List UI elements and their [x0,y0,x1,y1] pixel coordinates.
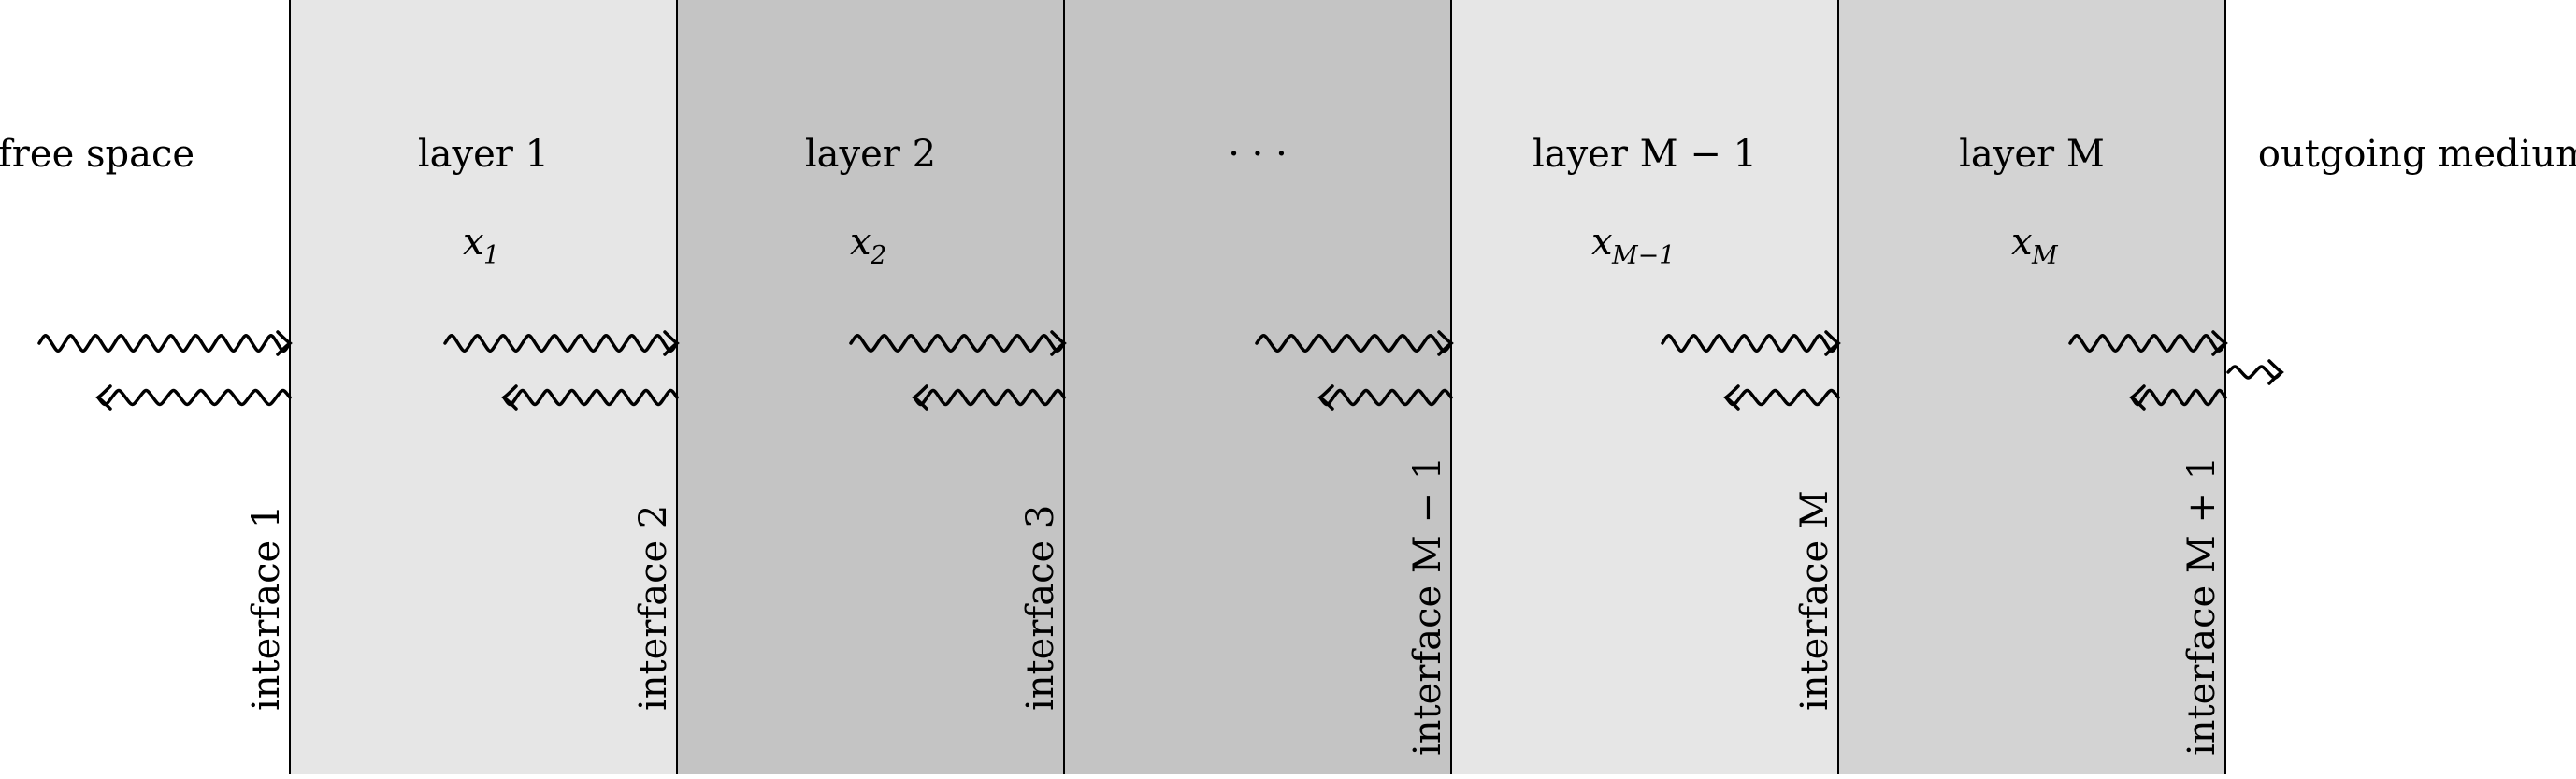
layer-variable: x [1591,221,1613,264]
wave-arrow-body [849,334,1066,353]
layer-label: layer M [1959,133,2105,176]
wave-arrow-head [1723,384,1740,411]
layer-variable-subscript: 1 [483,241,499,270]
layer-variable: x [2011,221,2033,264]
wave-arrow-body [913,388,1066,407]
layer-label: · · · [1228,133,1288,176]
layer-band [1064,0,1451,774]
layer-variable: x [463,221,484,264]
wave-arrows [37,330,2284,411]
wave-arrow-body [1661,334,1840,353]
wave-arrow-body [2130,388,2227,407]
wave-arrow-head [663,330,680,356]
labels: free space outgoing medium layer 1x 1laye… [0,133,2576,756]
interface-label: interface M − 1 [1406,456,1449,756]
wave-arrow-body [1724,388,1840,407]
wave-arrow-head [501,384,518,411]
wave-arrow-head [2267,359,2284,385]
interface-label: interface 1 [245,505,288,711]
wave-arrow-body [502,388,679,407]
interface-label: interface 3 [1019,505,1062,711]
wave-arrow-body [1318,388,1453,407]
wave-arrow-head [1437,330,1454,356]
interface-label: interface M [1793,490,1836,711]
wave-arrow-head [95,384,112,411]
wave-arrow-head [2211,330,2228,356]
layer-variable: x [850,221,871,264]
wave-arrow-head [1050,330,1067,356]
layer-band [1838,0,2225,774]
interface-label: interface 2 [632,505,675,711]
wave-arrow-body [2068,334,2227,353]
wave-arrow-head [1317,384,1334,411]
layer-band [290,0,677,774]
outgoing-medium-label: outgoing medium [2258,133,2576,176]
layer-label: layer M − 1 [1533,133,1757,176]
layer-label: layer 2 [805,133,936,176]
layer-bands [289,0,2226,774]
layer-label: layer 1 [418,133,549,176]
wave-arrow-body [443,334,679,353]
interface-label: interface M + 1 [2180,456,2223,756]
layer-variable-subscript: 2 [870,241,886,270]
wave-arrow-body [37,334,292,353]
wave-arrow-head [276,330,293,356]
wave-arrow-body [1255,334,1453,353]
free-space-label: free space [0,133,194,176]
layer-variable-subscript: M−1 [1611,241,1675,270]
layer-band [677,0,1064,774]
wave-arrow-head [912,384,928,411]
wave-arrow-body [96,388,292,407]
layer-variable-subscript: M [2031,241,2059,270]
wave-arrow-body [2226,365,2283,380]
wave-arrow-head [1824,330,1841,356]
layer-band [1451,0,1838,774]
wave-arrow-head [2129,384,2146,411]
